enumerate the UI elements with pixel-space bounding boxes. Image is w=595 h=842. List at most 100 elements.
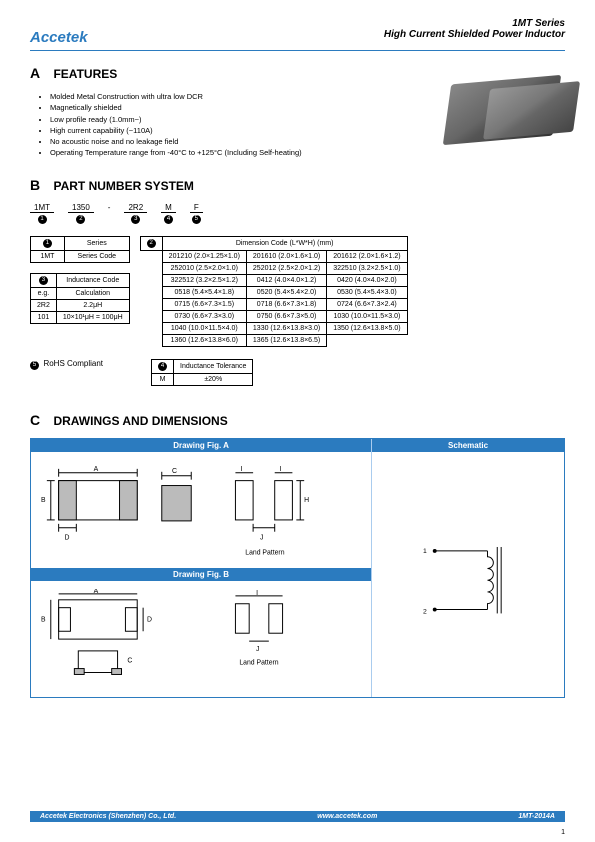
cell: 0420 (4.0×4.0×2.0) — [327, 274, 407, 286]
dim-j: J — [256, 646, 259, 653]
cell: 0520 (5.4×5.4×2.0) — [246, 286, 326, 298]
cell: 201612 (2.0×1.6×1.2) — [327, 250, 407, 262]
section-b-title: PART NUMBER SYSTEM — [53, 179, 193, 193]
drawings-container: Drawing Fig. A A B D C — [30, 438, 565, 698]
section-c-header: C DRAWINGS AND DIMENSIONS — [30, 412, 565, 428]
dim-b: B — [41, 616, 46, 623]
rohs-num: 5 — [30, 361, 39, 370]
section-b-header: B PART NUMBER SYSTEM — [30, 177, 565, 193]
dim-i: I — [256, 590, 258, 597]
section-a-title: FEATURES — [53, 67, 117, 81]
section-a-header: A FEATURES — [30, 65, 565, 81]
cell: 252010 (2.5×2.0×1.0) — [162, 262, 246, 274]
footer-right: 1MT-2014A — [518, 813, 555, 820]
cell: 1MT — [31, 250, 65, 262]
product-photo — [443, 75, 561, 145]
page-number: 1 — [561, 829, 565, 836]
tbl-header: Inductance Code — [56, 273, 129, 287]
section-c-letter: C — [30, 412, 40, 428]
pn-seg: 1350 — [68, 203, 94, 213]
inductance-table: 3 Inductance Code e.g.Calculation 2R22.2μ… — [30, 273, 130, 324]
rohs-label: 5 RoHS Compliant — [30, 359, 103, 386]
section-b-letter: B — [30, 177, 40, 193]
pn-idx: 5 — [192, 215, 201, 224]
dim-a: A — [94, 589, 99, 595]
tbl-header: Series — [64, 236, 129, 250]
tbl-num: 3 — [39, 276, 48, 285]
feature-item: Operating Temperature range from -40°C t… — [50, 147, 565, 158]
cell: 101 — [31, 311, 57, 323]
tbl-num: 1 — [43, 239, 52, 248]
pn-idx: 2 — [76, 215, 85, 224]
part-number-row: 1MT1 13502 - 2R23 M4 F5 — [30, 203, 565, 224]
cell: 1330 (12.6×13.8×3.0) — [246, 322, 326, 334]
cell: 0412 (4.0×4.0×1.2) — [246, 274, 326, 286]
pn-seg: - — [108, 203, 111, 212]
pn-idx: 1 — [38, 215, 47, 224]
cell: 1030 (10.0×11.5×3.0) — [327, 310, 407, 322]
cell: 0715 (6.6×7.3×1.5) — [162, 298, 246, 310]
cell: 0724 (6.6×7.3×2.4) — [327, 298, 407, 310]
series-table: 1 Series 1MTSeries Code — [30, 236, 130, 263]
footer-left: Accetek Electronics (Shenzhen) Co., Ltd. — [40, 813, 176, 820]
dim-a: A — [94, 465, 99, 472]
pn-idx: 4 — [164, 215, 173, 224]
cell: ±20% — [174, 373, 253, 385]
cell: 201210 (2.0×1.25×1.0) — [162, 250, 246, 262]
cell: 2.2μH — [56, 299, 129, 311]
cell: 1360 (12.6×13.8×6.0) — [162, 334, 246, 346]
cell: Calculation — [56, 287, 129, 299]
dim-d: D — [147, 616, 152, 623]
cell: 0530 (5.4×5.4×3.0) — [327, 286, 407, 298]
cell: e.g. — [31, 287, 57, 299]
cell: Series Code — [64, 250, 129, 262]
dim-d: D — [65, 534, 70, 541]
tbl-header: Inductance Tolerance — [174, 359, 253, 373]
cell: 0750 (6.6×7.3×5.0) — [246, 310, 326, 322]
tbl-num: 2 — [147, 239, 156, 248]
dim-h: H — [304, 497, 309, 504]
schematic-header: Schematic — [372, 439, 564, 452]
cell: 252012 (2.5×2.0×1.2) — [246, 262, 326, 274]
dim-i: I — [240, 465, 242, 472]
pin-1: 1 — [423, 547, 427, 554]
divider — [30, 50, 565, 51]
cell: 1350 (12.6×13.8×5.0) — [327, 322, 407, 334]
tolerance-table: 4 Inductance Tolerance M±20% — [151, 359, 253, 386]
fig-a-header: Drawing Fig. A — [31, 439, 371, 452]
fig-b-body: A B D C I J Land Pa — [31, 581, 371, 702]
tbl-num: 4 — [158, 362, 167, 371]
cell: 0518 (5.4×5.4×1.8) — [162, 286, 246, 298]
pn-idx: 3 — [131, 215, 140, 224]
series-title: 1MT Series — [30, 18, 565, 29]
cell: M — [152, 373, 174, 385]
fig-b-svg: A B D C I J Land Pa — [39, 589, 363, 694]
land-pattern-a: Land Pattern — [245, 549, 284, 556]
cell: 201610 (2.0×1.6×1.0) — [246, 250, 326, 262]
pin-2: 2 — [423, 608, 427, 615]
footer: Accetek Electronics (Shenzhen) Co., Ltd.… — [30, 811, 565, 822]
pn-seg: M — [161, 203, 176, 213]
cell: 1365 (12.6×13.8×6.5) — [246, 334, 326, 346]
fig-b-header: Drawing Fig. B — [31, 568, 371, 581]
cell: 322512 (3.2×2.5×1.2) — [162, 274, 246, 286]
pn-seg: 2R2 — [124, 203, 147, 213]
fig-a-svg: A B D C I I H — [39, 460, 363, 560]
schematic-body: 1 2 — [372, 452, 564, 705]
pn-seg: F — [190, 203, 203, 213]
subtitle: High Current Shielded Power Inductor — [384, 29, 565, 46]
dim-j: J — [260, 534, 263, 541]
dim-c: C — [172, 467, 177, 474]
fig-a-body: A B D C I I H — [31, 452, 371, 568]
cell: 2R2 — [31, 299, 57, 311]
land-pattern-b: Land Pattern — [239, 659, 278, 666]
cell: 322510 (3.2×2.5×1.0) — [327, 262, 407, 274]
cell: 0718 (6.6×7.3×1.8) — [246, 298, 326, 310]
footer-center: www.accetek.com — [317, 813, 377, 820]
section-a-letter: A — [30, 65, 40, 81]
header-row: 1MT Series Accetek High Current Shielded… — [30, 18, 565, 46]
cell: 1040 (10.0×11.5×4.0) — [162, 322, 246, 334]
cell: 0730 (6.6×7.3×3.0) — [162, 310, 246, 322]
rohs-text: RoHS Compliant — [43, 359, 103, 368]
dimension-table: 2Dimension Code (L*W*H) (mm) 201210 (2.0… — [140, 236, 408, 347]
